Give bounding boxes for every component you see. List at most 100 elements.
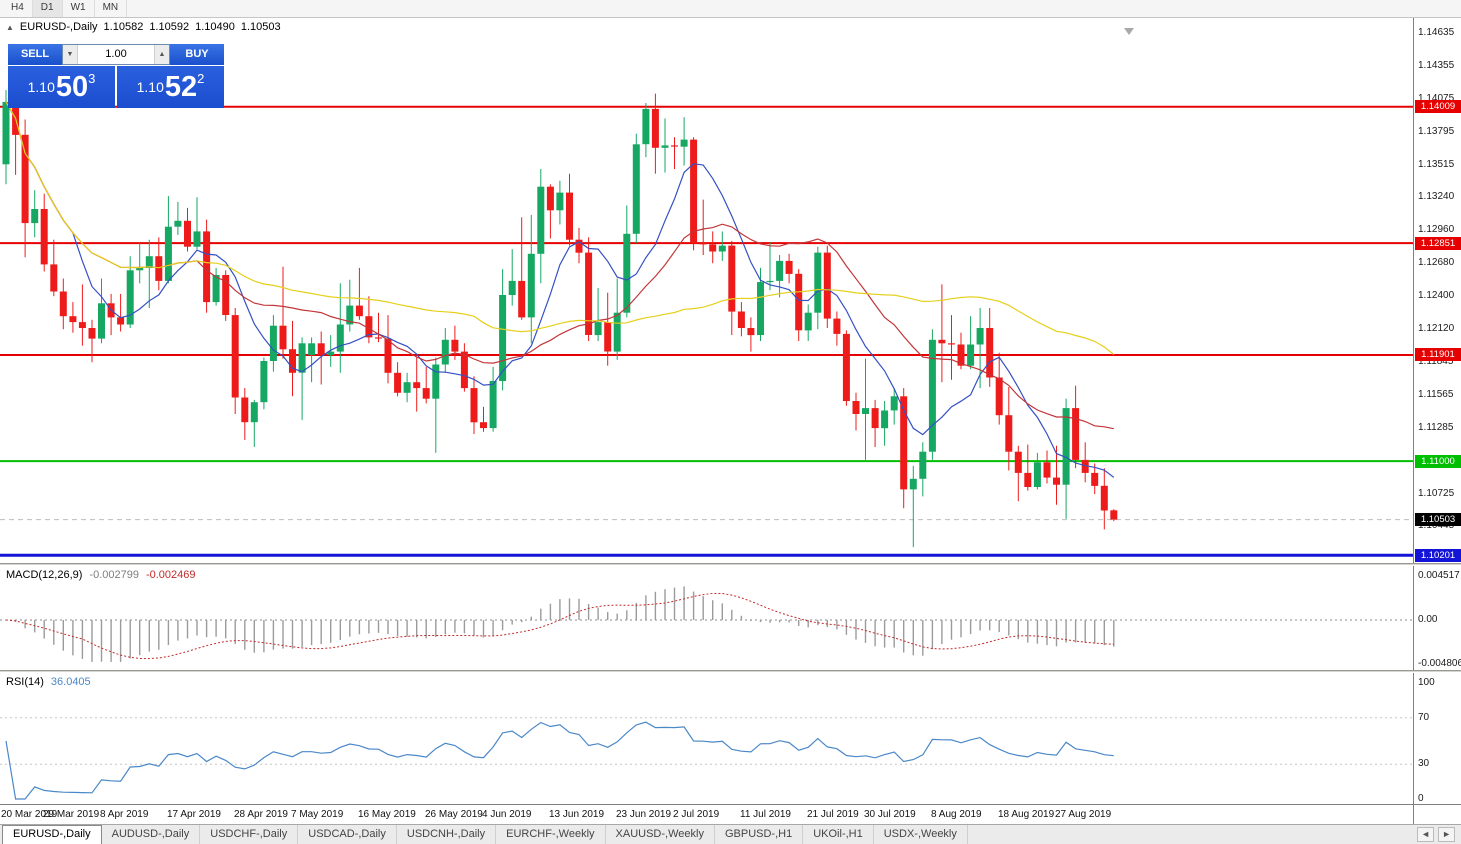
sell-price-button[interactable]: 1.10 50 3 xyxy=(8,66,115,108)
date-axis-label: 28 Apr 2019 xyxy=(234,809,288,820)
price-axis-label: 1.12120 xyxy=(1418,323,1455,334)
timeframe-mn[interactable]: MN xyxy=(95,0,128,17)
price-axis-label: 1.14075 xyxy=(1418,93,1455,104)
rsi-axis[interactable]: 100 70 30 0 xyxy=(1413,673,1461,804)
timeframe-h4[interactable]: H4 xyxy=(3,0,33,17)
date-axis-label: 13 Jun 2019 xyxy=(549,809,605,820)
buy-button[interactable]: BUY xyxy=(170,44,224,65)
candles-layer xyxy=(2,85,1118,548)
date-axis-label: 23 Jun 2019 xyxy=(616,809,672,820)
rsi-label-row: RSI(14) 36.0405 xyxy=(6,676,91,688)
date-axis[interactable]: 20 Mar 2019 29 Mar 2019 8 Apr 2019 17 Apr 2… xyxy=(0,804,1461,824)
buy-price-big: 52 xyxy=(164,71,198,103)
price-chart[interactable] xyxy=(0,18,1413,563)
rsi-panel[interactable]: RSI(14) 36.0405 100 70 30 0 xyxy=(0,673,1461,804)
date-axis-label: 8 Apr 2019 xyxy=(100,809,149,820)
timeframe-d1[interactable]: D1 xyxy=(32,0,63,17)
timeframe-toolbar: H4 D1 W1 MN xyxy=(0,0,1461,18)
price-axis[interactable]: 1.14635 1.14355 1.14075 1.13795 1.13515 1.132… xyxy=(1413,18,1461,563)
sell-price-big: 50 xyxy=(55,71,89,103)
macd-label-row: MACD(12,26,9) -0.002799 -0.002469 xyxy=(6,569,196,581)
date-axis-label: 11 Jul 2019 xyxy=(740,809,791,820)
macd-main-value: -0.002799 xyxy=(89,569,139,581)
tab-usdcnh-daily[interactable]: USDCNH-,Daily xyxy=(397,825,497,844)
price-axis-label: 1.13795 xyxy=(1418,126,1455,137)
tab-scroll-right-icon[interactable]: ► xyxy=(1438,827,1455,842)
date-axis-label: 26 May 2019 xyxy=(425,809,483,820)
price-axis-label: 1.14635 xyxy=(1418,27,1455,38)
price-axis-label: 1.12400 xyxy=(1418,290,1455,301)
date-axis-label: 8 Aug 2019 xyxy=(931,809,982,820)
price-tag-support-green: 1.11000 xyxy=(1415,455,1461,468)
date-axis-label: 16 May 2019 xyxy=(358,809,416,820)
tab-usdchf-daily[interactable]: USDCHF-,Daily xyxy=(200,825,299,844)
macd-signal-line xyxy=(5,592,1114,660)
tab-usdx-weekly[interactable]: USDX-,Weekly xyxy=(874,825,968,844)
volume-stepper: ▼ 1.00 ▲ xyxy=(62,44,170,65)
tab-scroll-controls: ◄ ► xyxy=(1413,825,1459,844)
date-axis-label: 7 May 2019 xyxy=(291,809,344,820)
macd-name: MACD(12,26,9) xyxy=(6,569,83,581)
main-chart-panel[interactable]: ▲ EURUSD-,Daily 1.10582 1.10592 1.10490 … xyxy=(0,18,1461,563)
date-axis-label: 29 Mar 2019 xyxy=(43,809,100,820)
rsi-axis-label: 0 xyxy=(1418,793,1424,804)
macd-axis-label: -0.004806 xyxy=(1418,658,1461,669)
date-axis-label: 21 Jul 2019 xyxy=(807,809,859,820)
rsi-axis-label: 100 xyxy=(1418,677,1435,688)
tab-usdcad-daily[interactable]: USDCAD-,Daily xyxy=(298,825,397,844)
macd-chart[interactable] xyxy=(0,566,1413,670)
rsi-axis-label: 70 xyxy=(1418,712,1430,723)
axis-corner xyxy=(1413,805,1461,824)
macd-panel[interactable]: MACD(12,26,9) -0.002799 -0.002469 0.0045… xyxy=(0,566,1461,670)
sell-price-sup: 3 xyxy=(88,70,96,86)
chart-ohlc-header: ▲ EURUSD-,Daily 1.10582 1.10592 1.10490 … xyxy=(6,21,281,33)
price-axis-label: 1.13515 xyxy=(1418,159,1455,170)
ohlc-high: 1.10592 xyxy=(149,21,190,33)
volume-input[interactable]: 1.00 xyxy=(105,48,127,60)
timeframe-w1[interactable]: W1 xyxy=(63,0,95,17)
price-tag-support-blue: 1.10201 xyxy=(1415,549,1461,562)
date-axis-label: 30 Jul 2019 xyxy=(864,809,916,820)
tab-audusd-daily[interactable]: AUDUSD-,Daily xyxy=(102,825,201,844)
tab-scroll-left-icon[interactable]: ◄ xyxy=(1417,827,1435,842)
sell-button[interactable]: SELL xyxy=(8,44,62,65)
tab-eurusd-daily[interactable]: EURUSD-,Daily xyxy=(2,825,102,844)
price-tag-resistance-1: 1.14009 xyxy=(1415,100,1461,113)
sell-price-small: 1.10 xyxy=(27,79,55,95)
rsi-chart[interactable] xyxy=(0,673,1413,804)
buy-price-button[interactable]: 1.10 52 2 xyxy=(117,66,224,108)
rsi-value: 36.0405 xyxy=(50,676,91,688)
tab-gbpusd-h1[interactable]: GBPUSD-,H1 xyxy=(715,825,804,844)
ohlc-low: 1.10490 xyxy=(195,21,235,33)
macd-axis-label: 0.00 xyxy=(1418,614,1438,625)
date-axis-label: 20 Mar 2019 xyxy=(1,809,58,820)
buy-price-sup: 2 xyxy=(197,70,205,86)
tab-xauusd-weekly[interactable]: XAUUSD-,Weekly xyxy=(606,825,715,844)
chart-symbol-label: EURUSD-,Daily xyxy=(19,21,98,33)
rsi-line xyxy=(5,721,1114,800)
chart-shift-marker-icon[interactable] xyxy=(1124,28,1134,35)
symbol-tab-bar: EURUSD-,Daily AUDUSD-,Daily USDCHF-,Daily U… xyxy=(0,824,1461,844)
macd-histogram xyxy=(14,586,1115,662)
panel-divider[interactable] xyxy=(0,670,1461,673)
collapse-trade-panel-icon[interactable]: ▲ xyxy=(6,22,14,32)
macd-axis-label: 0.004517 xyxy=(1418,570,1460,581)
rsi-axis-label: 30 xyxy=(1418,758,1430,769)
price-axis-label: 1.12960 xyxy=(1418,224,1455,235)
one-click-trade-panel: SELL ▼ 1.00 ▲ BUY 1.10 50 3 1.10 52 2 xyxy=(8,44,224,108)
price-axis-label: 1.13240 xyxy=(1418,191,1455,202)
panel-divider[interactable] xyxy=(0,563,1461,566)
price-tag-resistance-3: 1.11901 xyxy=(1415,348,1461,361)
tab-eurchf-weekly[interactable]: EURCHF-,Weekly xyxy=(496,825,606,844)
price-axis-label: 1.12680 xyxy=(1418,257,1455,268)
date-axis-label: 4 Jun 2019 xyxy=(482,809,532,820)
current-price-tag: 1.10503 xyxy=(1415,513,1461,526)
date-axis-label: 27 Aug 2019 xyxy=(1055,809,1112,820)
macd-axis[interactable]: 0.004517 0.00 -0.004806 xyxy=(1413,566,1461,670)
volume-decrease-button[interactable]: ▼ xyxy=(63,45,78,64)
price-axis-label: 1.11285 xyxy=(1418,422,1454,433)
date-axis-label: 17 Apr 2019 xyxy=(167,809,221,820)
tab-ukoil-h1[interactable]: UKOil-,H1 xyxy=(803,825,874,844)
volume-increase-button[interactable]: ▲ xyxy=(154,45,169,64)
